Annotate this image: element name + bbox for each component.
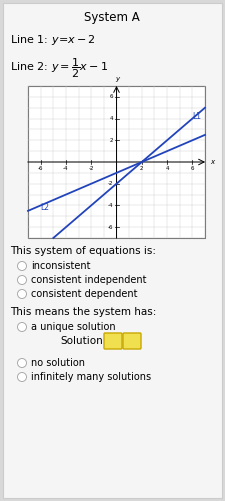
- Text: 2: 2: [140, 165, 144, 170]
- Text: -2: -2: [88, 165, 94, 170]
- Text: infinitely many solutions: infinitely many solutions: [31, 372, 151, 382]
- Text: consistent dependent: consistent dependent: [31, 289, 137, 299]
- Text: y: y: [115, 76, 119, 82]
- FancyBboxPatch shape: [104, 333, 122, 349]
- Text: L1: L1: [192, 112, 201, 121]
- Text: consistent independent: consistent independent: [31, 275, 146, 285]
- Text: Solution:: Solution:: [60, 336, 106, 346]
- FancyBboxPatch shape: [3, 3, 222, 498]
- Text: Line 1: $y\!=\!x-2$: Line 1: $y\!=\!x-2$: [10, 33, 96, 47]
- Text: no solution: no solution: [31, 358, 85, 368]
- Text: System A: System A: [84, 11, 140, 24]
- Text: -6: -6: [108, 224, 113, 229]
- Text: Line 2: $y=\dfrac{1}{2}x-1$: Line 2: $y=\dfrac{1}{2}x-1$: [10, 57, 108, 81]
- FancyBboxPatch shape: [123, 333, 141, 349]
- Text: 4: 4: [165, 165, 169, 170]
- Text: 4: 4: [110, 116, 113, 121]
- Text: L2: L2: [41, 203, 50, 212]
- Circle shape: [18, 373, 27, 381]
- Text: This means the system has:: This means the system has:: [10, 307, 156, 317]
- Text: -4: -4: [63, 165, 69, 170]
- Text: a unique solution: a unique solution: [31, 322, 116, 332]
- Text: -6: -6: [38, 165, 43, 170]
- Bar: [28, 86, 205, 238]
- Circle shape: [18, 262, 27, 271]
- Text: -2: -2: [108, 181, 113, 186]
- Circle shape: [18, 359, 27, 368]
- Circle shape: [18, 323, 27, 332]
- Text: -4: -4: [108, 203, 113, 208]
- Text: 6: 6: [110, 94, 113, 99]
- Text: 6: 6: [191, 165, 194, 170]
- Circle shape: [18, 290, 27, 299]
- Text: 2: 2: [110, 138, 113, 143]
- Text: x: x: [210, 159, 214, 165]
- Text: inconsistent: inconsistent: [31, 261, 90, 271]
- Circle shape: [18, 276, 27, 285]
- Text: This system of equations is:: This system of equations is:: [10, 246, 156, 256]
